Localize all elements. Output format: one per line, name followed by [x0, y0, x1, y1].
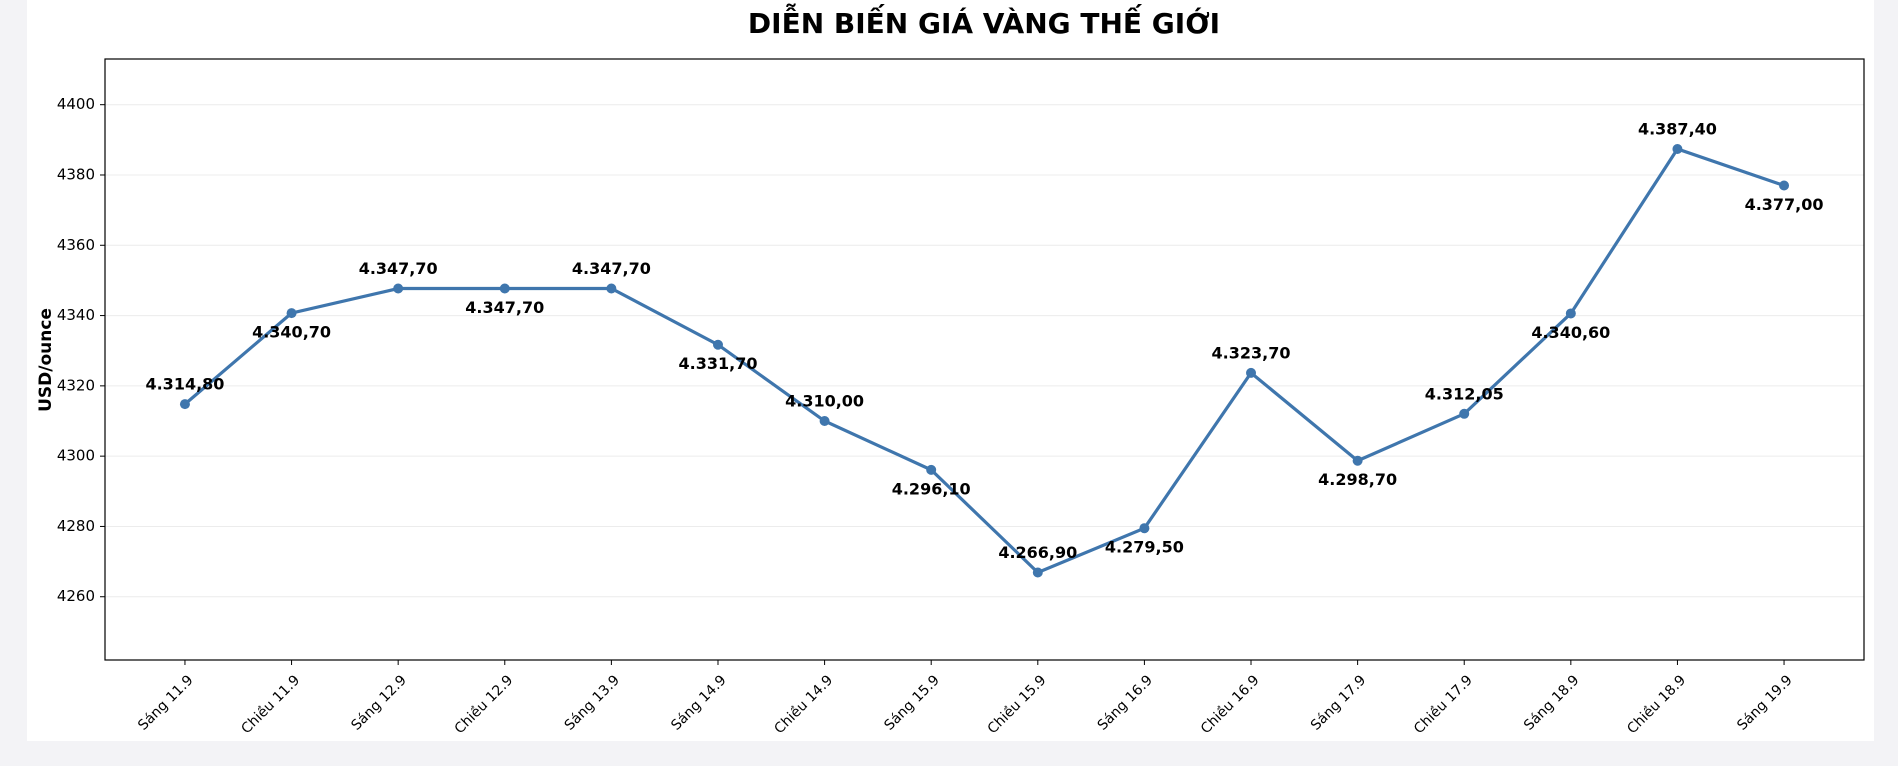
value-label: 4.296,10 — [892, 479, 971, 498]
y-tick-label: 4400 — [57, 95, 95, 113]
value-label: 4.347,70 — [465, 298, 544, 317]
y-tick-label: 4320 — [57, 376, 95, 394]
value-label: 4.347,70 — [359, 259, 438, 278]
chart-title: DIỄN BIẾN GIÁ VÀNG THẾ GIỚI — [748, 2, 1220, 40]
point — [1779, 180, 1790, 191]
value-label: 4.298,70 — [1318, 470, 1397, 489]
point — [1672, 143, 1683, 154]
point — [286, 308, 297, 319]
point — [499, 283, 510, 294]
y-tick-label: 4280 — [57, 517, 95, 535]
value-label: 4.279,50 — [1105, 538, 1184, 557]
value-label: 4.331,70 — [679, 354, 758, 373]
y-axis-label: USD/ounce — [36, 308, 56, 412]
point — [393, 283, 404, 294]
point — [1352, 455, 1363, 466]
point — [819, 416, 830, 427]
point — [926, 464, 937, 475]
value-label: 4.312,05 — [1425, 384, 1504, 403]
y-tick-label: 4300 — [57, 447, 95, 465]
plot-frame — [104, 58, 1865, 661]
point — [712, 339, 723, 350]
point — [606, 283, 617, 294]
value-label: 4.340,60 — [1531, 323, 1610, 342]
value-label: 4.340,70 — [252, 323, 331, 342]
point — [1565, 308, 1576, 319]
point — [1032, 567, 1043, 578]
point — [1139, 523, 1150, 534]
value-label: 4.314,80 — [145, 375, 224, 394]
point — [1246, 367, 1257, 378]
panel — [27, 0, 1874, 741]
y-tick-label: 4360 — [57, 236, 95, 254]
value-label: 4.310,00 — [785, 392, 864, 411]
y-tick-label: 4380 — [57, 165, 95, 183]
y-tick-label: 4260 — [57, 587, 95, 605]
value-label: 4.347,70 — [572, 259, 651, 278]
point — [1459, 408, 1470, 419]
value-label: 4.377,00 — [1745, 195, 1824, 214]
value-label: 4.266,90 — [998, 543, 1077, 562]
value-label: 4.323,70 — [1212, 343, 1291, 362]
line — [183, 147, 1785, 575]
point — [179, 399, 190, 410]
y-tick-label: 4340 — [57, 306, 95, 324]
value-label: 4.387,40 — [1638, 119, 1717, 138]
